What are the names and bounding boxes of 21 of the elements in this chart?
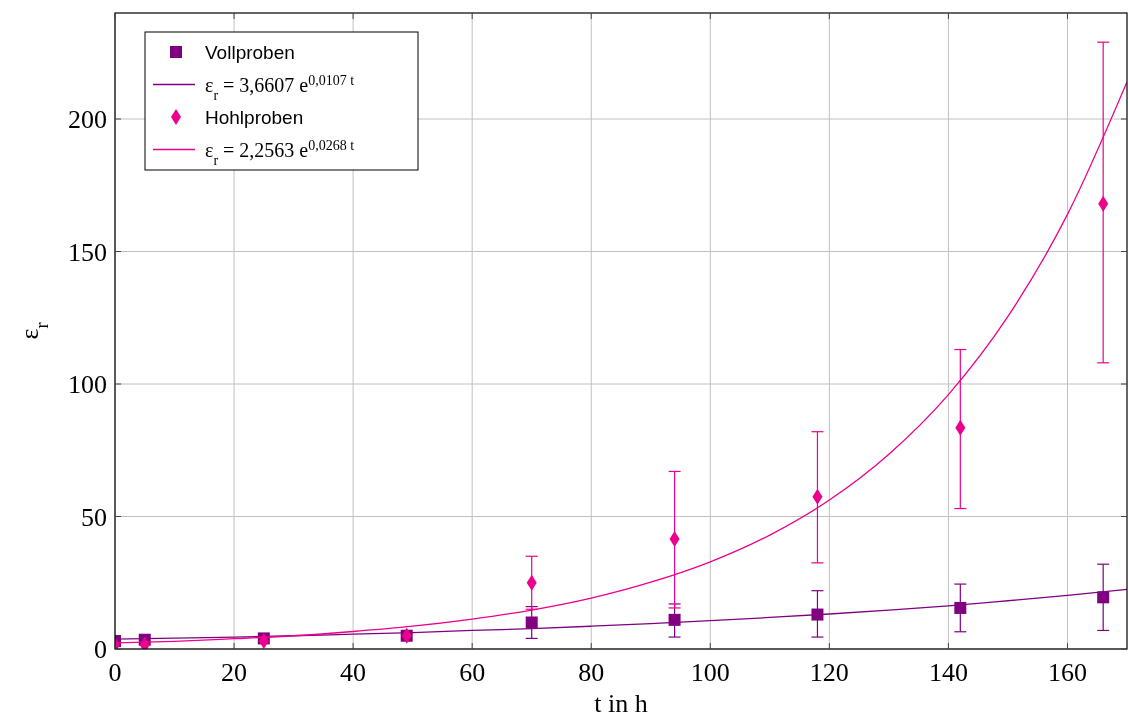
y-tick-label: 0	[94, 635, 107, 664]
x-tick-label: 40	[340, 658, 367, 687]
legend-label: ε$_{r}$ = 3,6607 e$^{0,0107 t}$	[205, 72, 355, 102]
legend-label: ε$_{r}$ = 2,2563 e$^{0,0268 t}$	[205, 137, 355, 167]
x-tick-label: 140	[928, 658, 968, 687]
legend-label: Vollproben	[205, 42, 295, 63]
x-axis-title: t in h	[594, 689, 648, 718]
y-tick-label: 50	[81, 502, 107, 532]
point	[1097, 591, 1110, 604]
y-tick-label: 200	[68, 105, 107, 134]
x-tick-label: 20	[221, 658, 248, 687]
y-tick-label: 150	[68, 237, 107, 267]
y-tick-label: 100	[68, 370, 107, 399]
x-tick-label: 160	[1047, 658, 1087, 687]
point	[525, 616, 538, 629]
x-tick-label: 60	[459, 658, 486, 687]
x-tick-label: 80	[578, 658, 605, 687]
x-tick-label: 100	[690, 658, 730, 687]
x-tick-label: 120	[809, 658, 849, 687]
point	[668, 613, 681, 626]
legend-label: Hohlproben	[205, 107, 304, 128]
